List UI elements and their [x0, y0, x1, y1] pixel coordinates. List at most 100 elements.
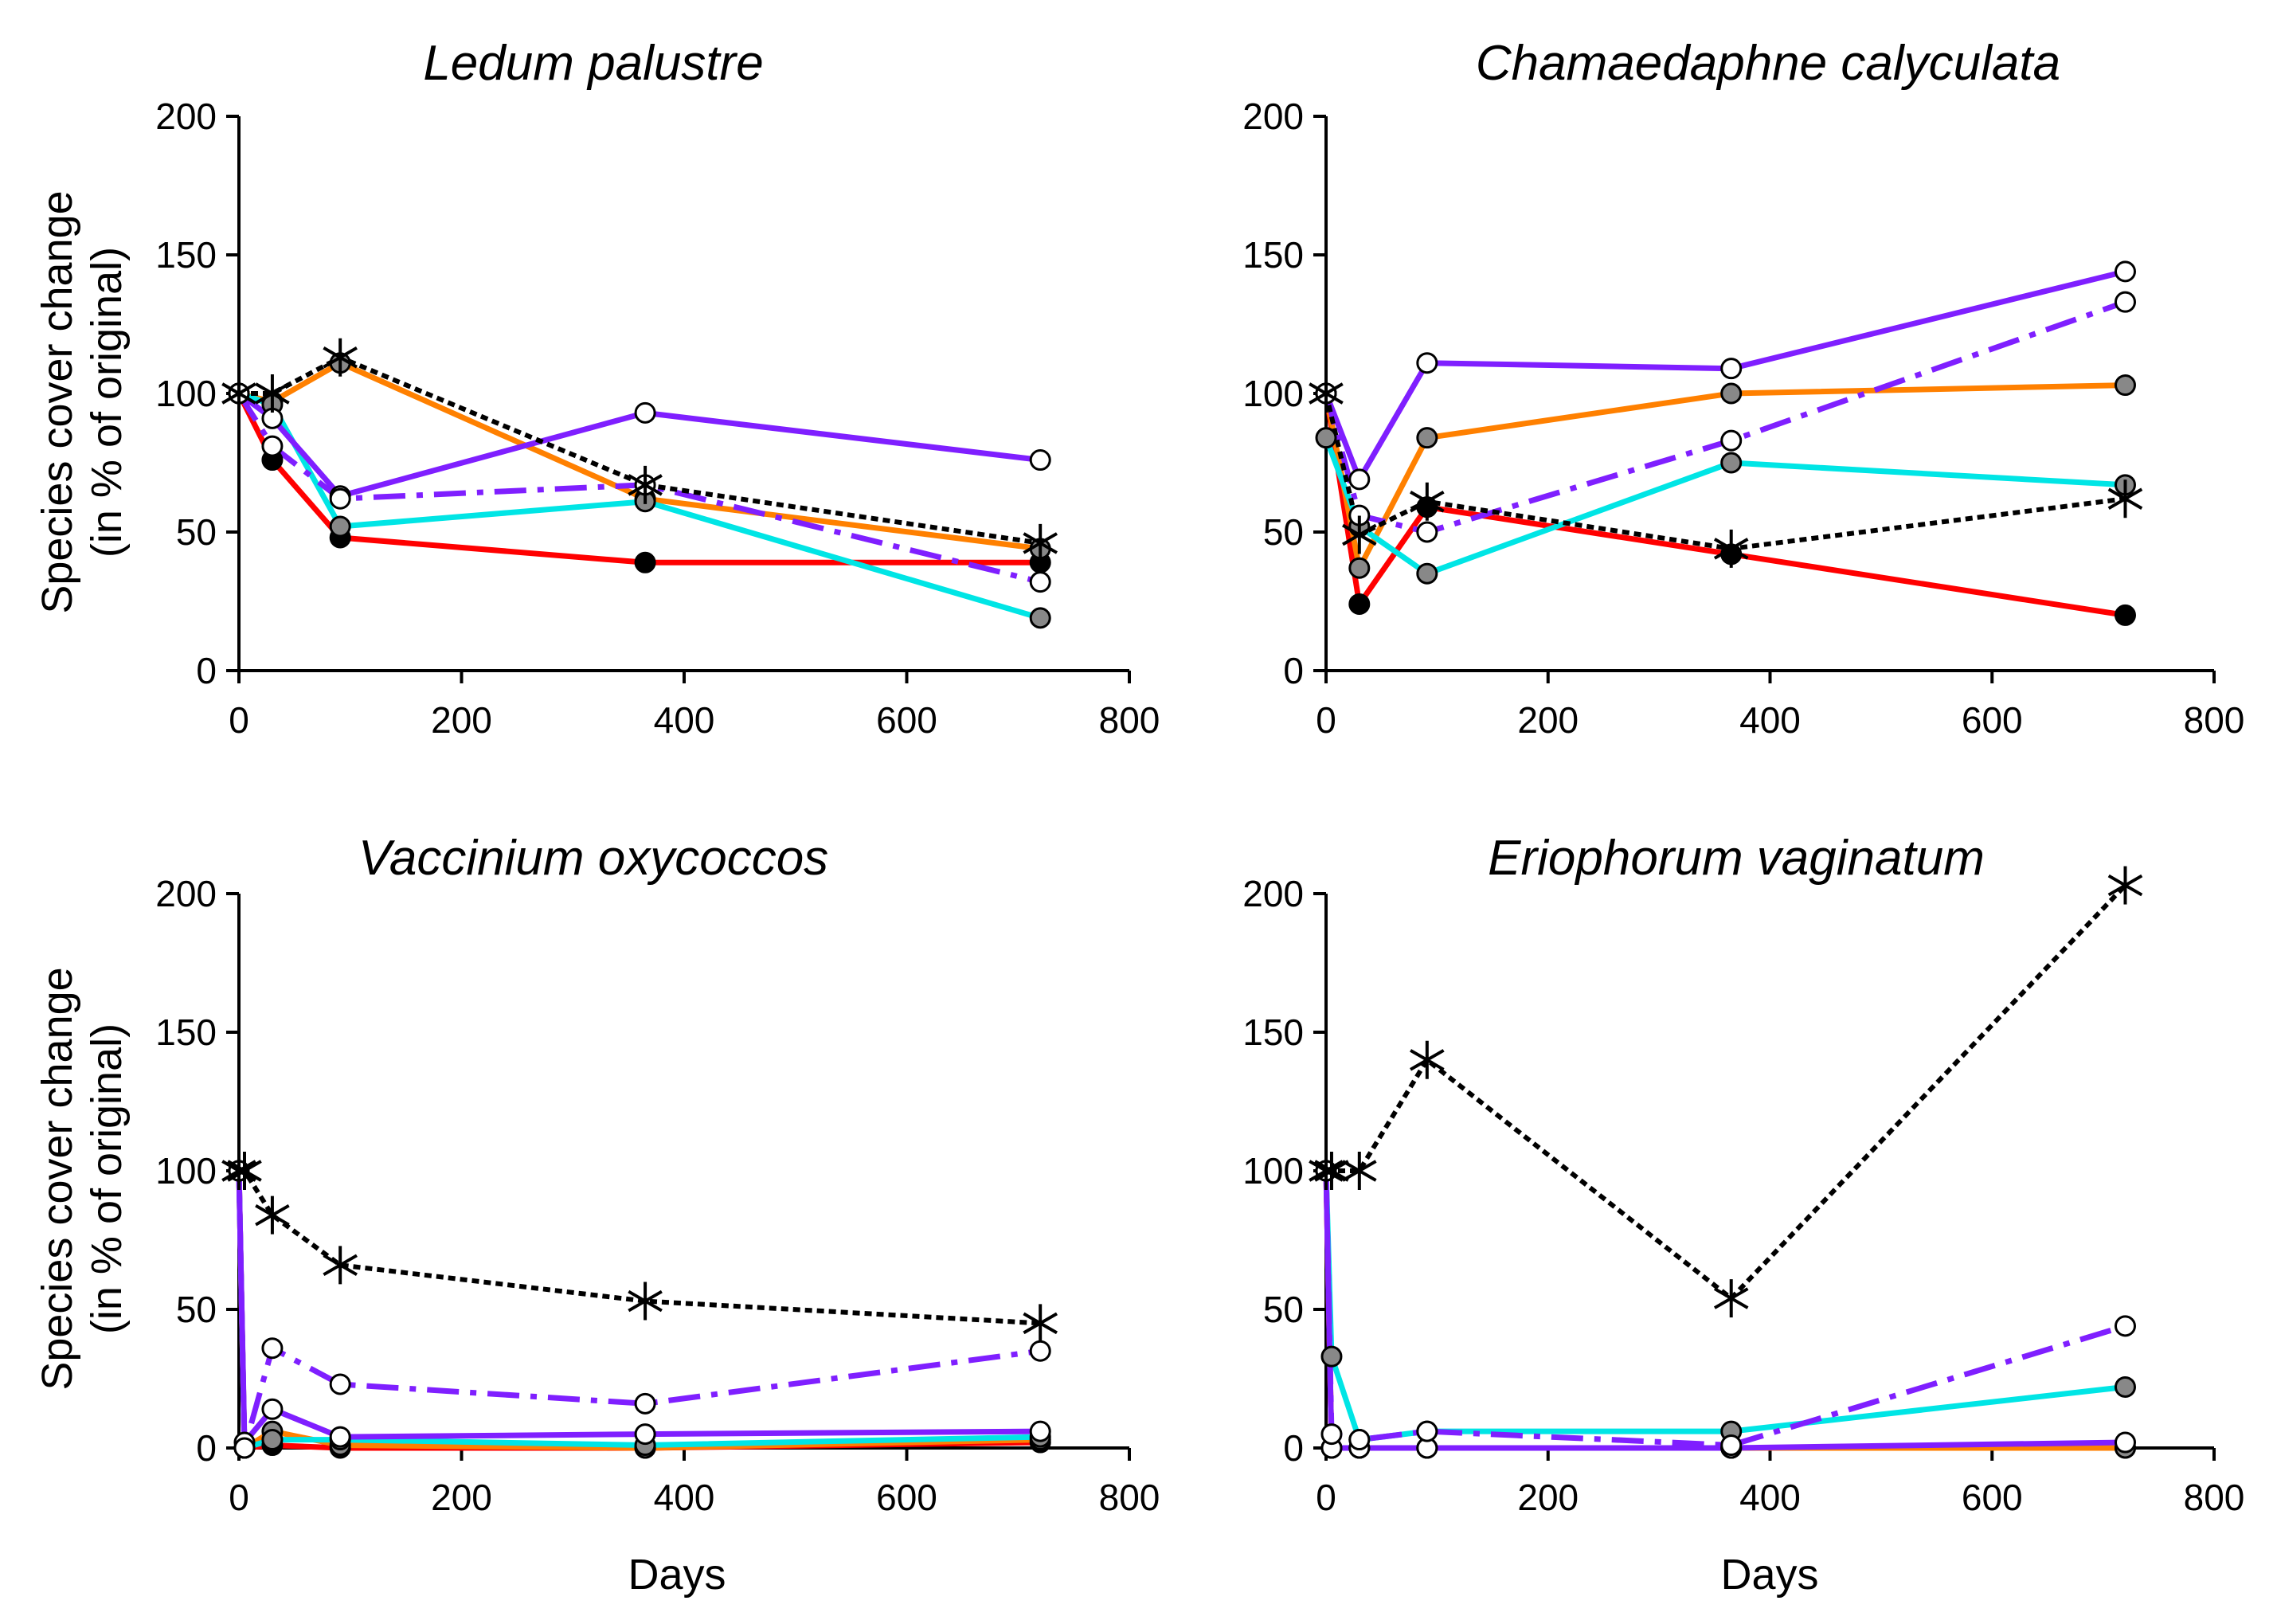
point-black-dotted-star	[1342, 1152, 1377, 1190]
point-cyan-grey	[1315, 427, 1337, 449]
series-group	[1309, 866, 2143, 1459]
point-cyan-grey	[2115, 1376, 2136, 1398]
series-group	[221, 338, 1058, 629]
point-purple-dashdot-open	[261, 435, 284, 457]
star-stroke	[1023, 532, 1058, 554]
y-axis-label-line2: (in % of original)	[83, 1023, 131, 1334]
x-tick-label: 800	[2184, 699, 2245, 741]
point-black-dotted-star	[628, 465, 663, 504]
x-tick-label: 200	[1517, 1477, 1579, 1518]
panel-title: Ledum palustre	[423, 36, 763, 91]
x-tick-label: 600	[876, 1477, 937, 1518]
x-tick-label: 600	[1962, 699, 2023, 741]
point-purple-open	[1720, 358, 1743, 380]
point-purple-dashdot-open	[329, 487, 351, 510]
y-tick-label: 200	[155, 873, 217, 914]
series-line-cyan-grey	[1323, 1170, 2126, 1443]
y-tick-label: 200	[1242, 96, 1304, 137]
point-purple-dashdot-open	[1029, 571, 1051, 593]
point-orange-grey	[2115, 374, 2136, 397]
panel-title: Eriophorum vaginatum	[1488, 831, 1985, 886]
y-axis-label-line1: Species cover change	[33, 967, 81, 1390]
star-stroke	[1342, 1160, 1377, 1182]
star-stroke	[1410, 1049, 1445, 1071]
star-stroke	[2107, 874, 2143, 897]
point-black-dotted-star	[2107, 866, 2143, 905]
point-red-filled	[634, 551, 656, 573]
point-orange-grey	[1416, 427, 1438, 449]
y-tick-label: 50	[1263, 511, 1304, 553]
point-purple-open	[1029, 1420, 1051, 1442]
point-purple-dashdot-open	[1720, 429, 1743, 452]
x-tick-label: 200	[431, 1477, 492, 1518]
series-line-purple-dashdot-open	[1323, 1170, 2126, 1448]
point-black-dotted-star	[1023, 1304, 1058, 1343]
star-stroke	[1713, 1287, 1749, 1309]
series-line-black-dotted-star	[1326, 883, 2127, 1301]
star-stroke	[1713, 538, 1749, 560]
x-tick-label: 400	[654, 1477, 715, 1518]
point-red-filled	[1348, 593, 1371, 615]
y-tick-label: 0	[196, 650, 217, 691]
x-tick-label: 800	[1099, 1477, 1160, 1518]
x-tick-label: 0	[1316, 1477, 1336, 1518]
point-cyan-grey	[1720, 452, 1743, 474]
y-tick-label: 150	[1242, 234, 1304, 276]
series-group	[1309, 260, 2143, 626]
panel-eriophorum-vaginatum: Eriophorum vaginatum 0 200 400 600 800 0 50 100…	[1242, 831, 2244, 1599]
panel-vaccinium-oxycoccos: Vaccinium oxycoccos 0 200 400 600 800 0 50 100 1…	[33, 831, 1160, 1599]
y-tick-label: 50	[176, 511, 217, 553]
panel-chamaedaphne-calyculata: Chamaedaphne calyculata 0 200 400 600 800 0 50…	[1242, 36, 2244, 741]
point-purple-dashdot-open	[1416, 1420, 1438, 1442]
point-black-dotted-star	[2107, 479, 2143, 519]
y-tick-label: 100	[155, 373, 217, 414]
y-tick-label: 150	[1242, 1012, 1304, 1053]
point-black-dotted-star	[1410, 482, 1445, 521]
y-tick-label: 0	[196, 1427, 217, 1469]
star-stroke	[1309, 382, 1344, 405]
point-purple-open	[634, 401, 656, 424]
series-line-black-dotted-star	[239, 354, 1041, 546]
star-stroke	[2107, 487, 2143, 510]
x-tick-label: 0	[229, 1477, 249, 1518]
axes: 0 200 400 600 800 0 50 100 150 200	[155, 96, 1160, 741]
point-purple-dashdot-open	[1720, 1434, 1743, 1457]
x-tick-label: 200	[431, 699, 492, 741]
point-black-dotted-star	[323, 1246, 358, 1285]
point-cyan-grey	[1416, 562, 1438, 585]
star-stroke	[221, 1160, 256, 1182]
panel-ledum-palustre: Ledum palustre 0 200 400 600 800 0 50 100 150 200…	[33, 36, 1160, 741]
x-tick-label: 800	[1099, 699, 1160, 741]
y-axis-label-line1: Species cover change	[33, 190, 81, 613]
x-tick-label: 600	[876, 699, 937, 741]
series-group	[221, 1152, 1058, 1459]
point-black-dotted-star	[255, 1195, 290, 1235]
star-stroke	[628, 1289, 663, 1313]
panel-title: Chamaedaphne calyculata	[1476, 36, 2060, 91]
y-tick-label: 150	[155, 234, 217, 276]
point-purple-dashdot-open	[1320, 1423, 1343, 1446]
x-tick-label: 0	[1316, 699, 1336, 741]
star-stroke	[1342, 523, 1377, 546]
y-tick-label: 50	[1263, 1289, 1304, 1330]
point-orange-grey	[1348, 557, 1371, 579]
x-tick-label: 400	[1739, 1477, 1801, 1518]
point-orange-grey	[1720, 382, 1743, 405]
x-tick-label: 800	[2184, 1477, 2245, 1518]
series-line-red-filled	[1323, 1170, 2126, 1451]
y-tick-label: 100	[155, 1150, 217, 1192]
star-stroke	[227, 1160, 262, 1182]
star-stroke	[255, 382, 290, 405]
point-purple-dashdot-open	[634, 1392, 656, 1415]
point-black-dotted-star	[1410, 1040, 1445, 1079]
star-stroke	[1023, 1312, 1058, 1335]
y-tick-label: 50	[176, 1289, 217, 1330]
point-purple-dashdot-open	[1029, 1340, 1051, 1362]
point-black-dotted-star	[628, 1282, 663, 1321]
series-line-purple-dashdot-open	[1323, 299, 2126, 535]
x-axis-label: Days	[628, 1551, 726, 1599]
x-tick-label: 0	[229, 699, 249, 741]
y-tick-label: 100	[1242, 373, 1304, 414]
star-stroke	[221, 382, 256, 405]
point-purple-open	[1348, 468, 1371, 491]
